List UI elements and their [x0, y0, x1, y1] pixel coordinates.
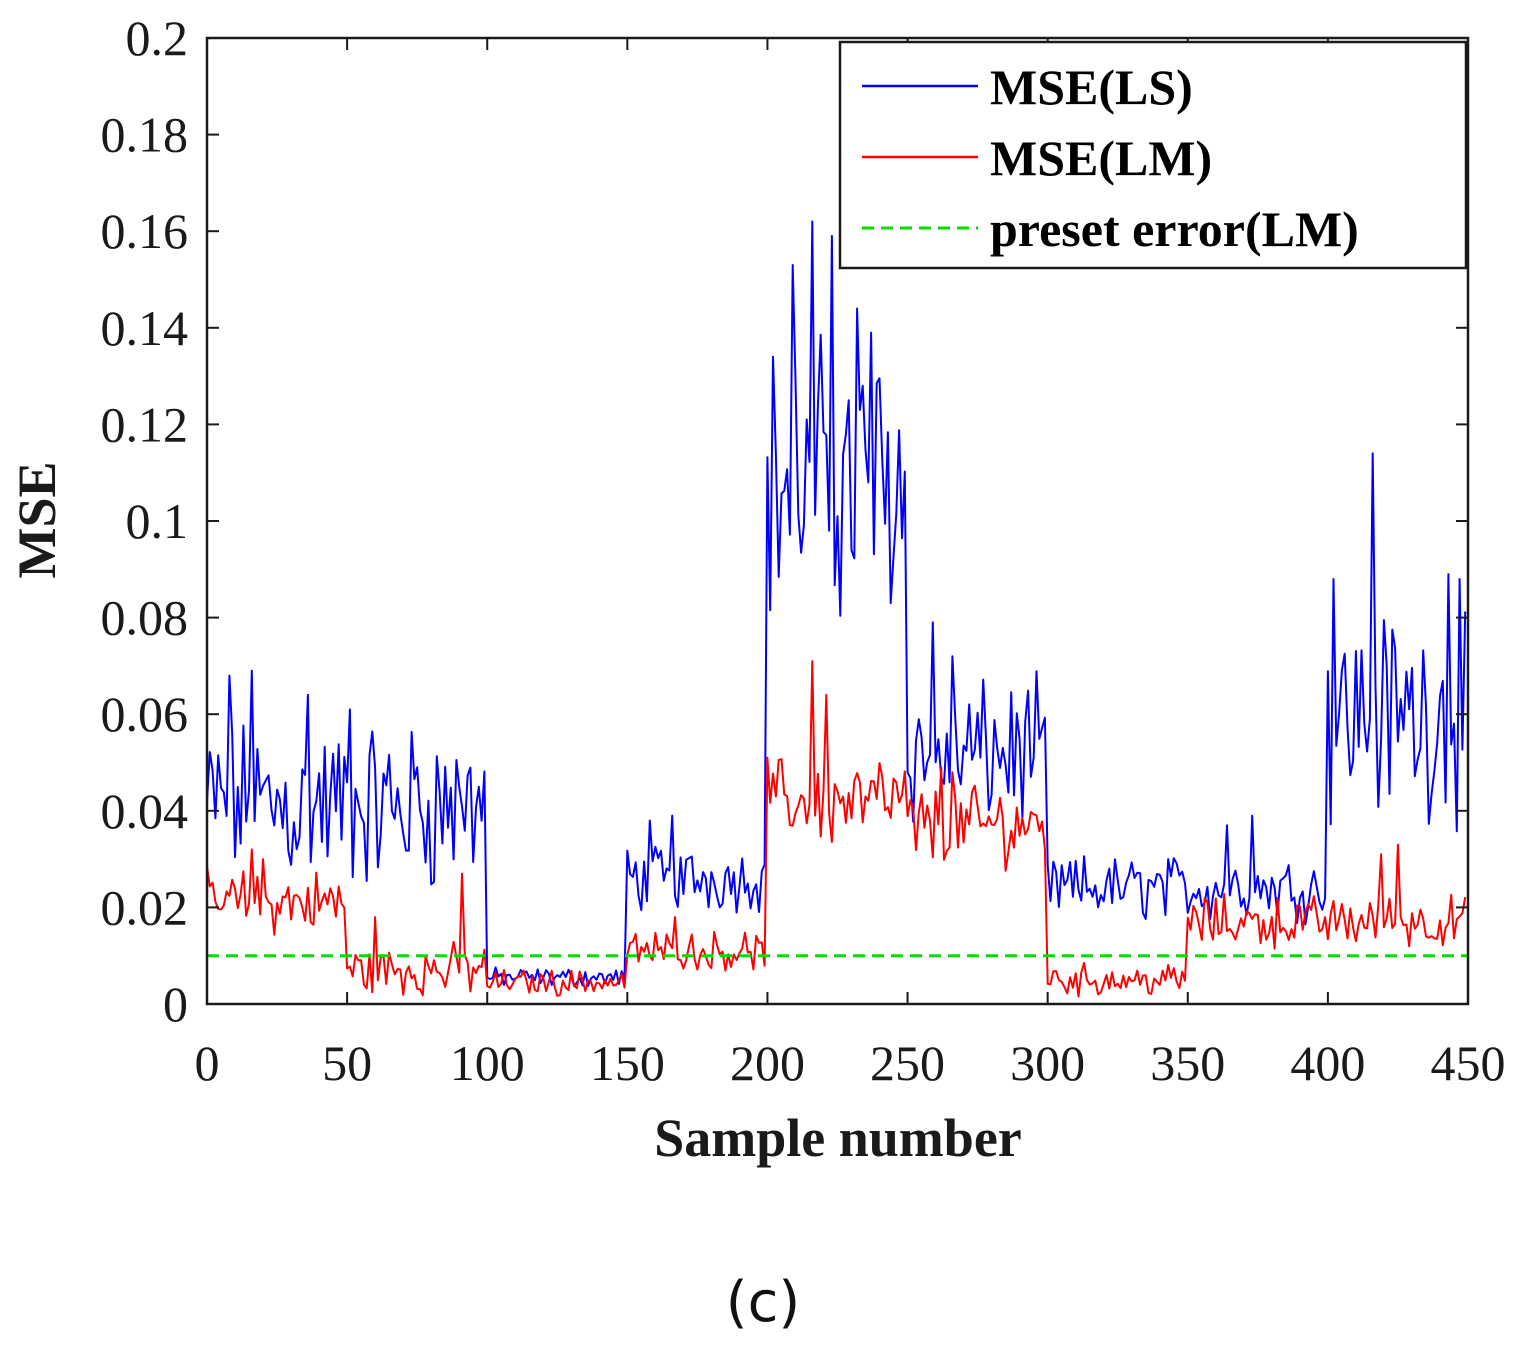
y-tick-label: 0 [163, 976, 188, 1032]
y-tick-label: 0.04 [101, 783, 189, 839]
y-tick-label: 0.08 [101, 590, 189, 646]
x-tick-label: 150 [590, 1035, 665, 1091]
legend-box [838, 40, 1468, 270]
legend-label-preset: preset error(LM) [990, 201, 1359, 257]
figure-caption: (c) [725, 1270, 801, 1335]
y-tick-label: 0.1 [126, 493, 189, 549]
x-tick-label: 300 [1010, 1035, 1085, 1091]
legend: MSE(LS) MSE(LM) preset error(LM) [838, 40, 1468, 270]
y-tick-label: 0.16 [101, 203, 189, 259]
x-tick-label: 50 [322, 1035, 372, 1091]
series-mse-ls [206, 220, 1467, 988]
x-tick-label: 200 [730, 1035, 805, 1091]
mse-line-chart: 0 50 100 150 200 250 300 350 400 450 0 0.02 0.04 0.0… [7, 10, 1506, 1168]
legend-label-lm: MSE(LM) [990, 130, 1212, 186]
x-tick-label: 100 [450, 1035, 525, 1091]
x-tick-label: 0 [195, 1035, 220, 1091]
x-axis: 0 50 100 150 200 250 300 350 400 450 [195, 38, 1506, 1091]
y-tick-label: 0.12 [101, 396, 189, 452]
y-tick-label: 0.2 [126, 10, 189, 66]
y-tick-label: 0.06 [101, 686, 189, 742]
y-tick-label: 0.18 [101, 107, 189, 163]
y-axis-title: MSE [7, 461, 67, 578]
y-tick-label: 0.02 [101, 879, 189, 935]
x-tick-label: 350 [1150, 1035, 1225, 1091]
plot-lines [206, 220, 1468, 998]
x-tick-label: 450 [1431, 1035, 1506, 1091]
legend-label-ls: MSE(LS) [990, 59, 1193, 115]
x-axis-title: Sample number [654, 1108, 1022, 1168]
x-tick-label: 400 [1290, 1035, 1365, 1091]
x-tick-label: 250 [870, 1035, 945, 1091]
y-axis: 0 0.02 0.04 0.06 0.08 0.1 0.12 0.14 0.16 0.18 0.2 [101, 10, 1468, 1032]
y-tick-label: 0.14 [101, 300, 189, 356]
series-mse-lm [206, 660, 1467, 998]
